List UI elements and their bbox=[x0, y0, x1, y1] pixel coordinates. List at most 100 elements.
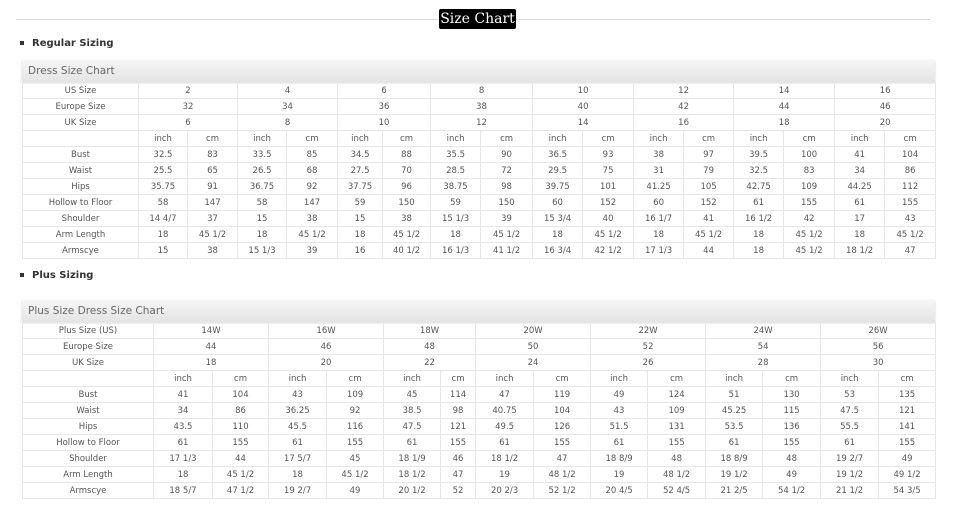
measure-cell: 46 bbox=[440, 450, 477, 467]
measure-cell: 150 bbox=[382, 194, 432, 211]
measure-cell: 45.25 bbox=[705, 402, 764, 419]
measure-cell: 16 bbox=[337, 242, 384, 259]
size-cell: 14 bbox=[733, 82, 836, 99]
unit-label: inch bbox=[733, 130, 785, 147]
measure-cell: 155 bbox=[440, 434, 477, 451]
measure-cell: 45 1/2 bbox=[286, 226, 339, 243]
empty-cell bbox=[22, 130, 139, 147]
measure-cell: 26.5 bbox=[237, 162, 288, 179]
row-label: Hollow to Floor bbox=[22, 434, 154, 451]
unit-label: inch bbox=[820, 370, 880, 387]
row-label: Bust bbox=[22, 146, 139, 163]
table-row: Shoulder 14 4/7 37 15 38 15 38 15 1/3 39 15 3/4 40… bbox=[22, 210, 937, 227]
measure-cell: 18 bbox=[268, 466, 328, 483]
table-row: Plus Size (US) 14W 16W 18W 20W 22W 24W 26W bbox=[22, 322, 937, 339]
table-row: Hips 35.75 91 36.75 92 37.75 96 38.75 98 39.75 101… bbox=[22, 178, 937, 195]
measure-cell: 60 bbox=[532, 194, 584, 211]
measure-cell: 18 8/9 bbox=[705, 450, 764, 467]
unit-label: inch bbox=[430, 130, 482, 147]
measure-cell: 45 1/2 bbox=[884, 226, 937, 243]
measure-cell: 29.5 bbox=[532, 162, 584, 179]
measure-cell: 25.5 bbox=[138, 162, 188, 179]
measure-cell: 18 1/9 bbox=[383, 450, 442, 467]
size-cell: 54 bbox=[705, 338, 822, 355]
unit-label: inch bbox=[237, 130, 288, 147]
unit-label: inch bbox=[383, 370, 442, 387]
measure-cell: 48 1/2 bbox=[647, 466, 707, 483]
measure-cell: 18 bbox=[532, 226, 584, 243]
measure-cell: 61 bbox=[383, 434, 442, 451]
measure-cell: 19 2/7 bbox=[820, 450, 880, 467]
measure-cell: 18 1/2 bbox=[834, 242, 886, 259]
size-table: US Size 2 4 6 8 10 12 14 16 Europe Size 32 34 36 38 40… bbox=[22, 82, 937, 259]
measure-cell: 150 bbox=[480, 194, 534, 211]
measure-cell: 36.5 bbox=[532, 146, 584, 163]
measure-cell: 38 bbox=[186, 242, 239, 259]
size-cell: 18 bbox=[152, 354, 270, 371]
measure-cell: 83 bbox=[186, 146, 239, 163]
measure-cell: 61 bbox=[590, 434, 649, 451]
row-label: Shoulder bbox=[22, 450, 154, 467]
size-cell: 50 bbox=[475, 338, 592, 355]
size-cell: 22W bbox=[590, 322, 707, 339]
chart-title: Plus Size Dress Size Chart bbox=[22, 300, 935, 322]
table-row: Arm Length 18 45 1/2 18 45 1/2 18 45 1/2 18 45 1… bbox=[22, 226, 937, 243]
measure-cell: 49 bbox=[878, 450, 937, 467]
unit-label: cm bbox=[480, 130, 534, 147]
measure-cell: 15 1/3 bbox=[430, 210, 482, 227]
size-cell: 36 bbox=[337, 98, 432, 115]
measure-cell: 114 bbox=[440, 386, 477, 403]
measure-cell: 45 1/2 bbox=[382, 226, 432, 243]
measure-cell: 14 4/7 bbox=[138, 210, 188, 227]
size-cell: 12 bbox=[633, 82, 735, 99]
measure-cell: 52 bbox=[440, 482, 477, 499]
measure-cell: 45 1/2 bbox=[683, 226, 735, 243]
measure-cell: 19 bbox=[590, 466, 649, 483]
table-row: US Size 2 4 6 8 10 12 14 16 bbox=[22, 82, 937, 99]
size-cell: 48 bbox=[383, 338, 477, 355]
unit-label: inch bbox=[705, 370, 764, 387]
measure-cell: 147 bbox=[186, 194, 239, 211]
measure-cell: 70 bbox=[382, 162, 432, 179]
size-cell: 52 bbox=[590, 338, 707, 355]
unit-label: cm bbox=[286, 130, 339, 147]
table-row: UK Size 6 8 10 12 14 16 18 20 bbox=[22, 114, 937, 131]
measure-cell: 52 4/5 bbox=[647, 482, 707, 499]
measure-cell: 32.5 bbox=[138, 146, 188, 163]
measure-cell: 130 bbox=[762, 386, 822, 403]
size-cell: 44 bbox=[733, 98, 836, 115]
unit-label: inch bbox=[532, 130, 584, 147]
measure-cell: 38 bbox=[633, 146, 685, 163]
measure-cell: 55.5 bbox=[820, 418, 880, 435]
measure-cell: 48 1/2 bbox=[533, 466, 592, 483]
measure-cell: 59 bbox=[337, 194, 384, 211]
measure-cell: 18 bbox=[733, 226, 785, 243]
measure-cell: 126 bbox=[533, 418, 592, 435]
measure-cell: 21 1/2 bbox=[820, 482, 880, 499]
measure-cell: 47.5 bbox=[820, 402, 880, 419]
measure-cell: 131 bbox=[647, 418, 707, 435]
measure-cell: 41 bbox=[683, 210, 735, 227]
measure-cell: 53.5 bbox=[705, 418, 764, 435]
measure-cell: 20 1/2 bbox=[383, 482, 442, 499]
section-heading-text: Plus Sizing bbox=[32, 270, 94, 281]
measure-cell: 43 bbox=[884, 210, 937, 227]
measure-cell: 141 bbox=[878, 418, 937, 435]
row-label: Plus Size (US) bbox=[22, 322, 154, 339]
measure-cell: 28.5 bbox=[430, 162, 482, 179]
measure-cell: 72 bbox=[480, 162, 534, 179]
measure-cell: 41.25 bbox=[633, 178, 685, 195]
measure-cell: 155 bbox=[884, 194, 937, 211]
measure-cell: 18 1/2 bbox=[475, 450, 535, 467]
size-cell: 34 bbox=[237, 98, 339, 115]
section-heading-regular: Regular Sizing bbox=[20, 38, 114, 49]
size-cell: 18 bbox=[733, 114, 836, 131]
measure-cell: 19 bbox=[475, 466, 535, 483]
measure-cell: 155 bbox=[762, 434, 822, 451]
row-label: Waist bbox=[22, 402, 154, 419]
size-cell: 12 bbox=[430, 114, 534, 131]
size-cell: 8 bbox=[430, 82, 534, 99]
measure-cell: 37 bbox=[186, 210, 239, 227]
row-label: UK Size bbox=[22, 354, 154, 371]
size-cell: 16 bbox=[633, 114, 735, 131]
